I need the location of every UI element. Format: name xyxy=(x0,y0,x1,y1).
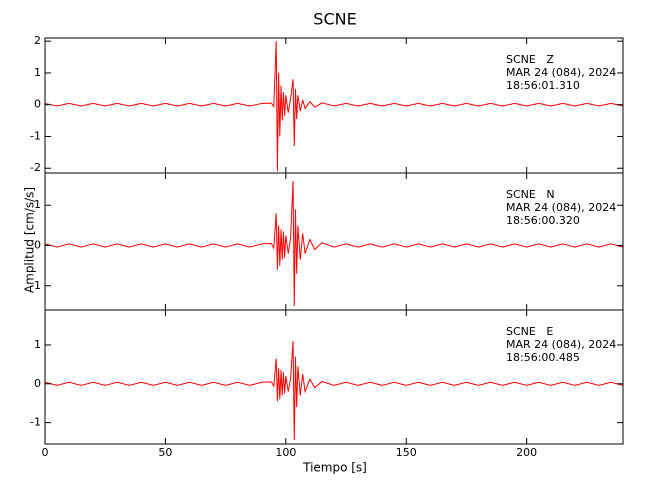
panel-frame xyxy=(44,309,624,445)
x-axis-label: Tiempo [s] xyxy=(302,461,367,475)
y-tick-label: 0 xyxy=(34,377,41,390)
trace xyxy=(44,341,624,441)
y-tick-label: -2 xyxy=(30,161,41,174)
trace xyxy=(44,41,624,172)
x-tick-label: 0 xyxy=(42,446,49,459)
annotation: 18:56:00.320 xyxy=(506,214,580,227)
x-tick-label: 100 xyxy=(275,446,296,459)
annotation: SCNE N xyxy=(506,188,555,201)
y-tick-label: -1 xyxy=(30,129,41,142)
annotation: SCNE E xyxy=(506,325,553,338)
annotation: MAR 24 (084), 2024 xyxy=(506,66,616,79)
y-tick-label: 1 xyxy=(34,66,41,79)
y-tick-label: 1 xyxy=(34,198,41,211)
chart-title: SCNE xyxy=(313,10,356,29)
y-axis-label: Amplitud [cm/s/s] xyxy=(23,187,37,293)
annotation: MAR 24 (084), 2024 xyxy=(506,201,616,214)
annotation: 18:56:01.310 xyxy=(506,79,580,92)
y-tick-label: -1 xyxy=(30,416,41,429)
annotation: 18:56:00.485 xyxy=(506,351,580,364)
annotation: SCNE Z xyxy=(506,53,554,66)
annotation: MAR 24 (084), 2024 xyxy=(506,338,616,351)
y-tick-label: -1 xyxy=(30,279,41,292)
y-tick-label: 0 xyxy=(34,239,41,252)
y-tick-label: 0 xyxy=(34,98,41,111)
x-tick-label: 200 xyxy=(516,446,537,459)
y-tick-label: 1 xyxy=(34,338,41,351)
y-tick-label: 2 xyxy=(34,34,41,47)
x-tick-label: 50 xyxy=(158,446,172,459)
x-tick-label: 150 xyxy=(396,446,417,459)
trace xyxy=(44,181,624,306)
